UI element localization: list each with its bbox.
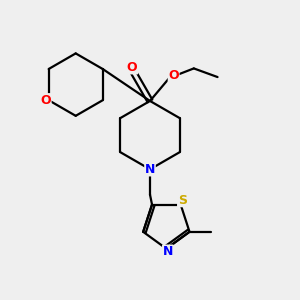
Text: O: O [127, 61, 137, 74]
Text: N: N [163, 245, 173, 258]
Text: S: S [178, 194, 187, 207]
Text: N: N [145, 163, 155, 176]
Text: O: O [40, 94, 51, 107]
Text: O: O [168, 69, 179, 82]
